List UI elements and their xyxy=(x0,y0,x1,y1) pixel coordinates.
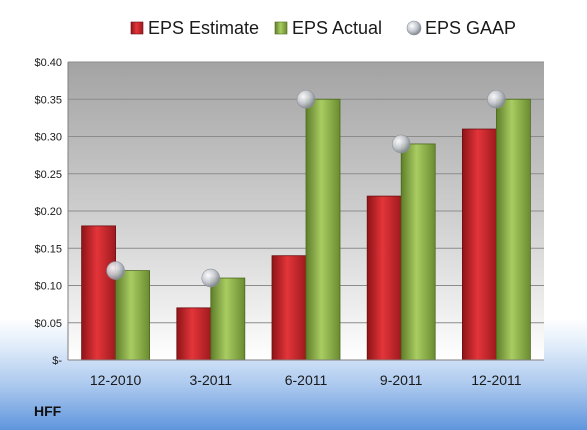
y-tick-label: $0.40 xyxy=(34,57,62,69)
bar-eps-estimate xyxy=(176,307,212,361)
bar-eps-estimate xyxy=(461,128,497,361)
gaap-markers xyxy=(106,89,506,288)
x-tick-label: 12-2011 xyxy=(471,372,522,388)
gaap-marker xyxy=(487,89,506,109)
legend-label: EPS GAAP xyxy=(425,18,516,38)
y-tick-label: $0.05 xyxy=(34,318,62,330)
x-tick-label: 12-2010 xyxy=(90,372,142,388)
x-tick-label: 9-2011 xyxy=(380,372,423,388)
y-tick-label: $0.10 xyxy=(34,281,62,293)
legend: EPS Estimate EPS Actual EPS GAAP xyxy=(130,18,516,38)
legend-swatch-eps-gaap xyxy=(406,20,422,36)
legend-swatch-eps-estimate xyxy=(130,21,144,35)
bar-eps-actual xyxy=(495,98,531,361)
gaap-marker xyxy=(296,89,316,109)
gaap-marker xyxy=(391,134,411,154)
gaap-marker xyxy=(201,268,221,288)
gaap-marker xyxy=(106,261,125,280)
bar-eps-actual xyxy=(210,277,246,361)
y-tick-label: $0.20 xyxy=(34,206,62,218)
bars xyxy=(81,98,531,361)
y-tick-label: $0.35 xyxy=(34,94,62,106)
bar-eps-actual xyxy=(400,143,436,361)
bar-eps-estimate xyxy=(366,195,402,361)
y-tick-label: $0.15 xyxy=(34,243,62,255)
bar-eps-actual xyxy=(115,270,150,361)
bar-eps-actual xyxy=(305,98,341,361)
ticker-label: HFF xyxy=(34,403,62,419)
x-tick-label: 3-2011 xyxy=(190,372,233,388)
y-tick-label: $- xyxy=(52,355,62,367)
y-tick-label: $0.25 xyxy=(34,169,62,181)
legend-label: EPS Estimate xyxy=(148,18,259,38)
axes: $- $0.05 $0.10 $0.15 $0.20 $0.25 $0.30 $0.35 $0.… xyxy=(34,57,544,388)
legend-swatch-eps-actual xyxy=(274,21,288,35)
bar-eps-estimate xyxy=(81,225,116,361)
legend-label: EPS Actual xyxy=(292,18,382,38)
bar-eps-estimate xyxy=(271,255,307,361)
x-tick-label: 6-2011 xyxy=(285,372,328,388)
y-tick-label: $0.30 xyxy=(34,132,62,144)
